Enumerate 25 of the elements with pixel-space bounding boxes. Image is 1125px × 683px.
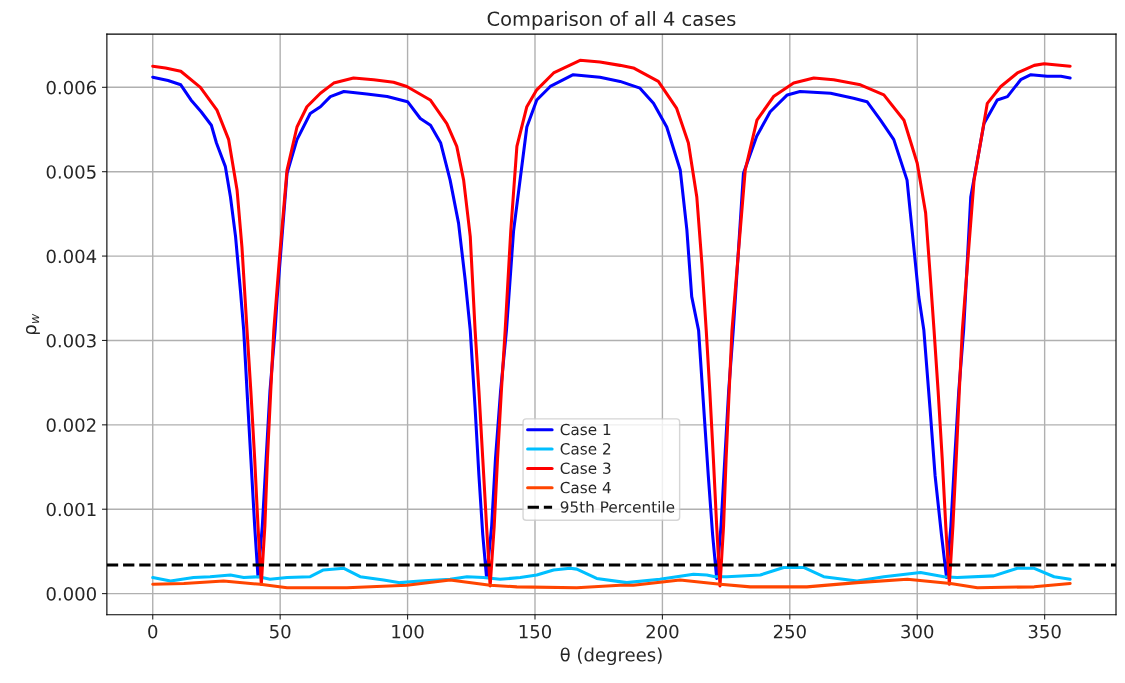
y-tick-label: 0.002 (46, 418, 96, 432)
x-axis-title: θ (degrees) (560, 647, 662, 666)
chart-title: Comparison of all 4 cases (487, 11, 736, 30)
x-tick-label: 250 (773, 624, 806, 639)
line-series (151, 577, 1072, 590)
legend-label: Case 2 (560, 443, 611, 455)
x-tick-label: 350 (1028, 624, 1061, 639)
legend-label: 95th Percentile (560, 500, 675, 513)
legend-label: Case 1 (560, 423, 611, 436)
x-tick-label: 150 (519, 624, 552, 639)
y-tick-label: 0.003 (46, 333, 96, 348)
x-tick-label: 50 (270, 624, 291, 639)
line-series (151, 565, 1072, 585)
y-axis-title: ρ$_{w}$ (26, 313, 40, 335)
legend-label: Case 3 (560, 462, 611, 474)
x-tick-label: 200 (646, 624, 679, 639)
y-tick-label: 0.005 (46, 165, 96, 179)
y-tick-label: 0.001 (46, 502, 96, 517)
x-tick-label: 0 (148, 624, 158, 639)
y-tick-label: 0.000 (46, 587, 96, 601)
legend-label: Case 4 (560, 481, 611, 494)
y-tick-label: 0.006 (46, 80, 97, 95)
y-tick-label: 0.004 (46, 249, 97, 264)
x-tick-label: 300 (901, 624, 934, 639)
x-tick-label: 100 (392, 624, 424, 639)
